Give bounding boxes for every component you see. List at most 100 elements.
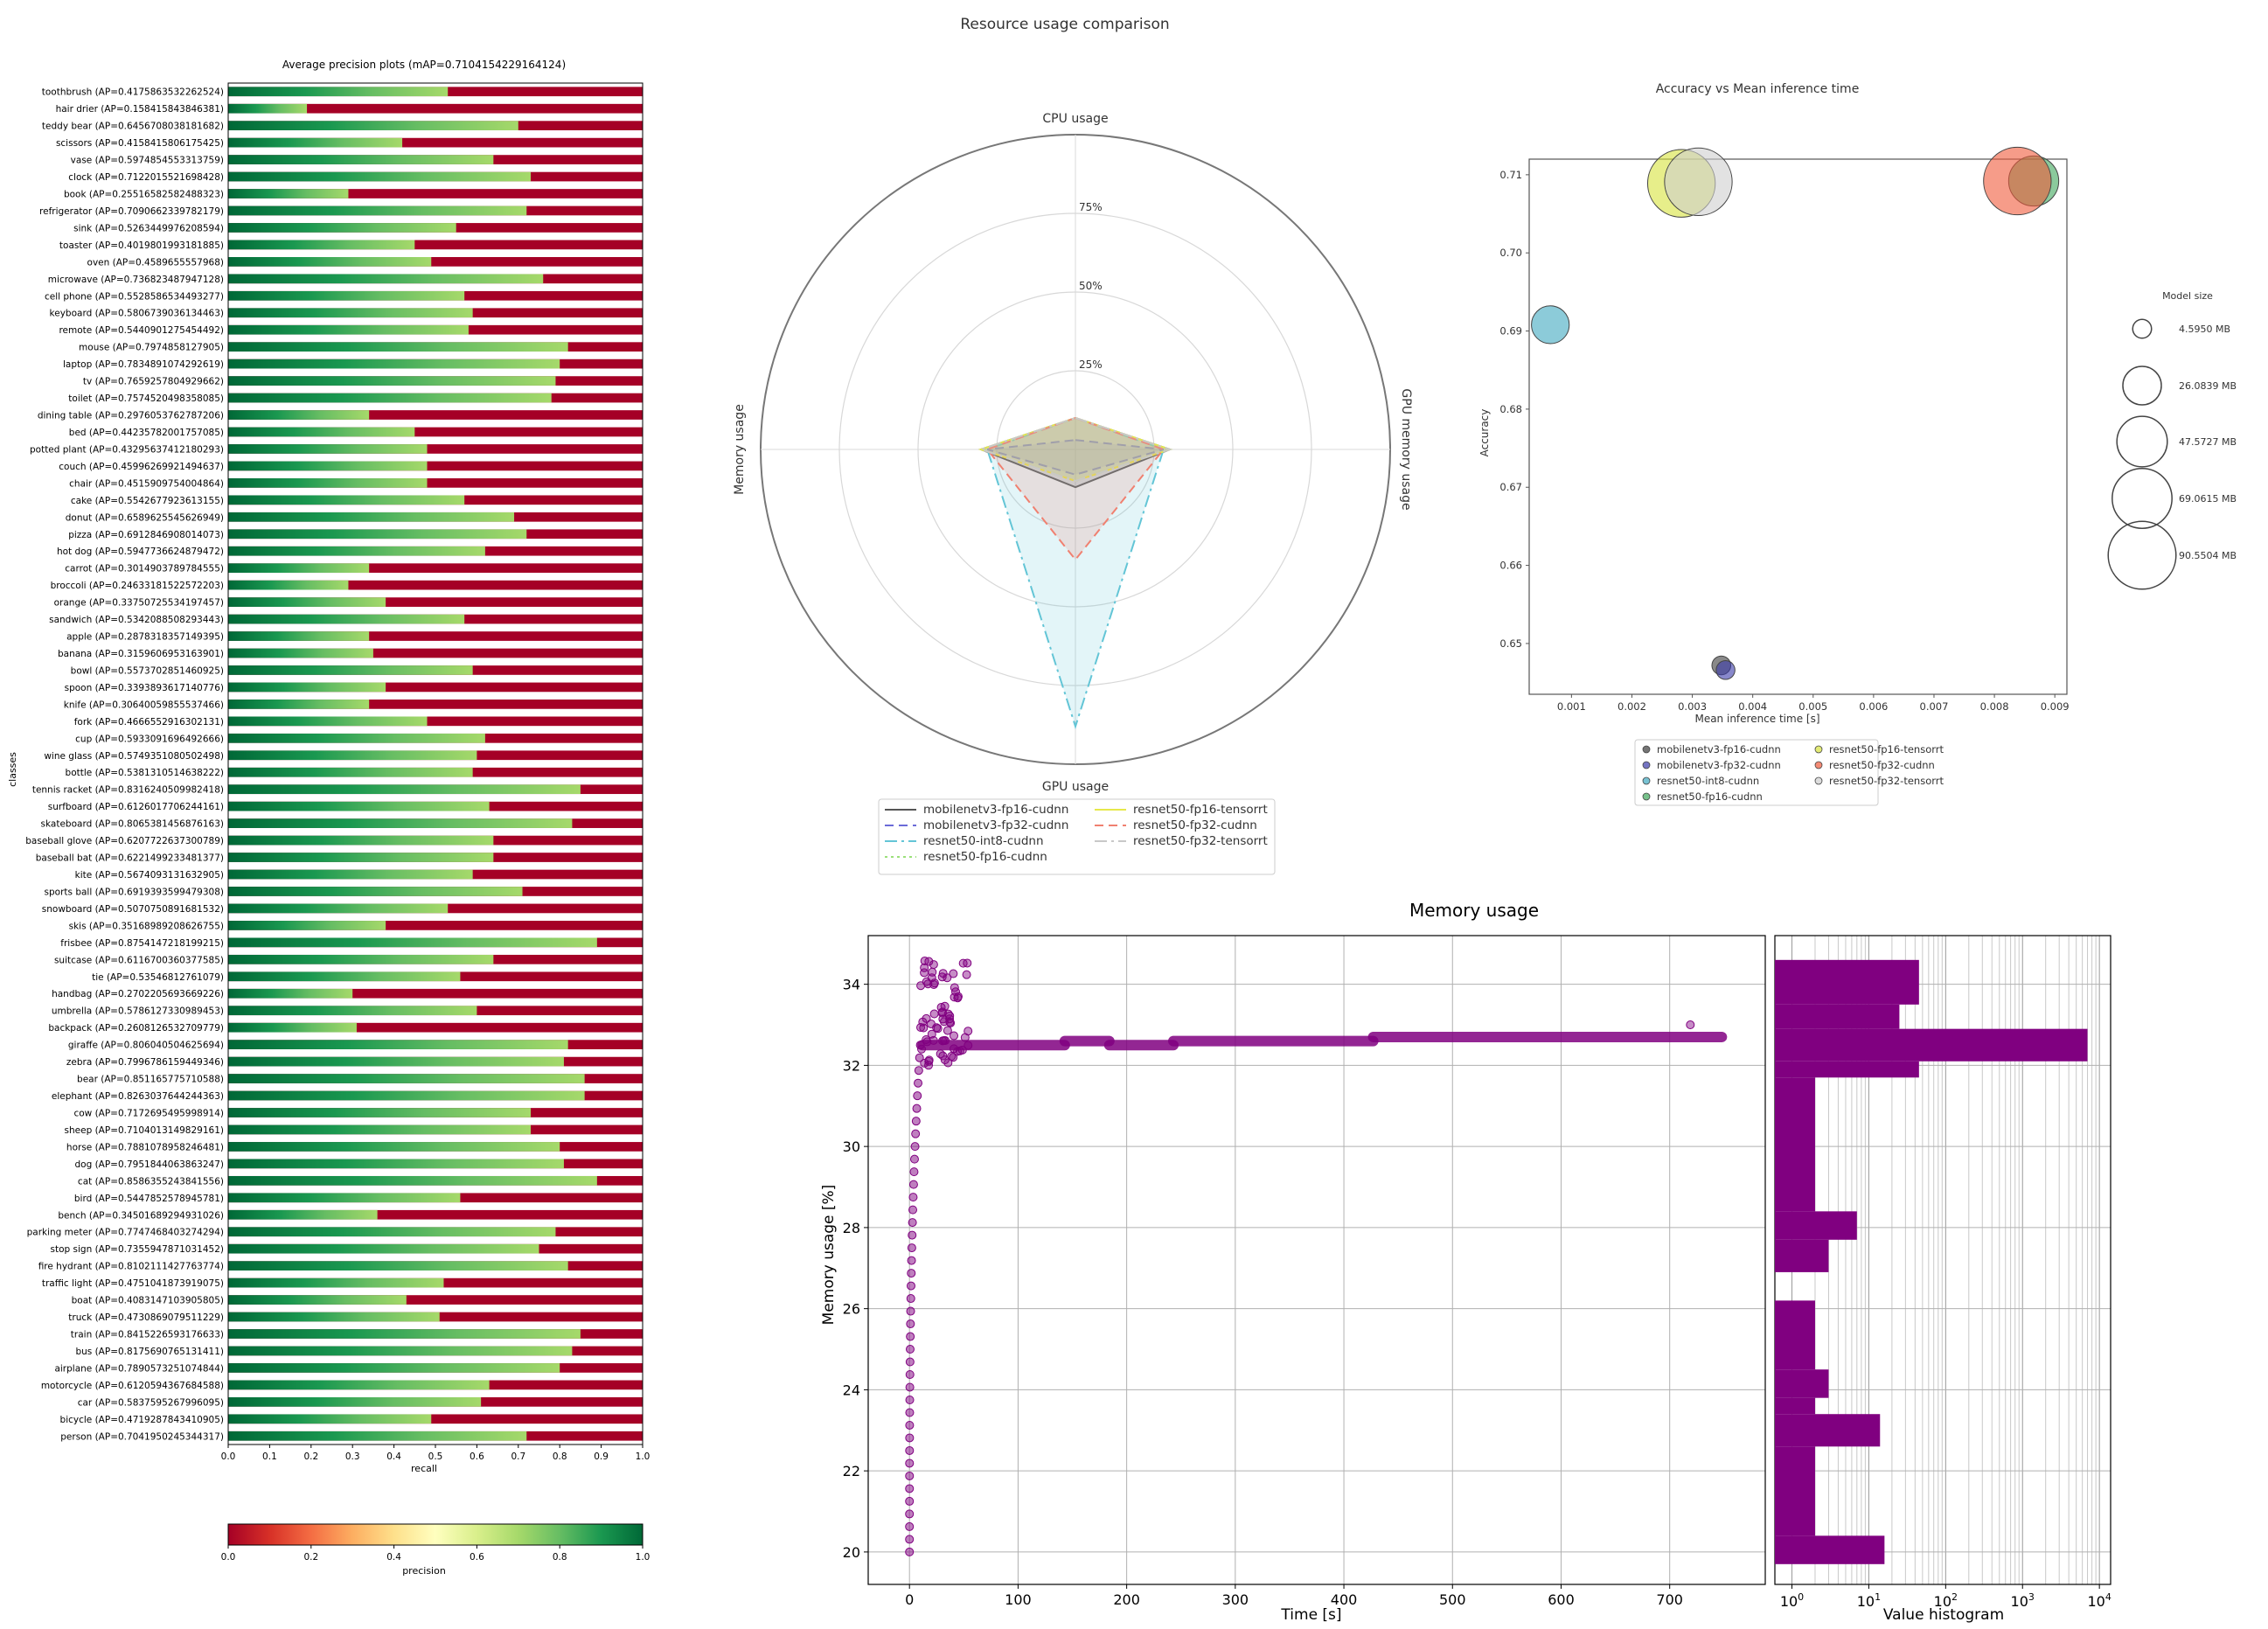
radar-legend-frame xyxy=(878,798,1276,875)
memory-point xyxy=(914,1078,923,1088)
tick-base: 10 xyxy=(1780,1593,1798,1610)
ap-class-label: truck (AP=0.4730869079511229) xyxy=(68,1312,224,1323)
memory-point xyxy=(927,973,936,983)
memory-axes-frame xyxy=(867,935,1766,1585)
memory-y-tick-label: 20 xyxy=(843,1544,860,1561)
memory-point xyxy=(906,1281,915,1291)
accuracy-legend-marker xyxy=(1642,745,1651,754)
accuracy-y-tick-label: 0.71 xyxy=(1499,169,1522,181)
accuracy-legend-marker xyxy=(1814,761,1823,769)
ap-bar xyxy=(228,903,449,914)
memory-point xyxy=(906,1332,915,1341)
memory-y-tick-label: 34 xyxy=(843,977,860,993)
ap-class-label: toilet (AP=0.7574520498358085) xyxy=(68,393,224,404)
radar-grid: 25% 50% 75% xyxy=(760,134,1391,765)
ap-class-label: sports ball (AP=0.6919393599479308) xyxy=(45,887,224,897)
ap-bar-background xyxy=(228,631,643,641)
radar-axis-labels: CPU usage GPU memory usage GPU usage Memory… xyxy=(733,112,1413,794)
accuracy-legend-label: resnet50-fp32-cudnn xyxy=(1829,759,1935,771)
size-legend-circle xyxy=(2116,415,2168,468)
memory-point xyxy=(913,1091,922,1101)
memory-point xyxy=(905,1496,915,1506)
ap-bar xyxy=(228,1295,407,1305)
memory-point xyxy=(949,969,958,978)
ap-class-label: bear (AP=0.8511657757105​88) xyxy=(77,1075,224,1085)
histogram-bar xyxy=(1775,1077,1815,1212)
ap-class-label: laptop (AP=0.7834891074292619) xyxy=(63,359,224,370)
ap-bar-background xyxy=(228,103,643,114)
ap-bar xyxy=(228,1193,461,1203)
memory-point xyxy=(911,1117,921,1126)
ap-bar xyxy=(228,597,386,607)
histogram-bar xyxy=(1775,1414,1881,1447)
accuracy-y-tick-label: 0.66 xyxy=(1499,560,1522,572)
ap-bar xyxy=(228,1040,568,1049)
ap-class-label: banana (AP=0.3159606953163901) xyxy=(58,649,224,659)
size-legend-circle xyxy=(2132,318,2153,339)
ap-bar xyxy=(228,1414,432,1424)
ap-bar-background xyxy=(228,648,643,658)
ap-class-label: boat (AP=0.4083147103905805) xyxy=(72,1296,224,1306)
ap-class-label: zebra (AP=0.7996786159449346) xyxy=(66,1057,224,1068)
ap-bar xyxy=(228,1312,440,1322)
radar-legend-label: resnet50-int8-cudnn xyxy=(923,834,1044,848)
ap-class-label: umbrella (AP=0.5786127330989453) xyxy=(52,1006,224,1017)
radar-legend-label: resnet50-fp16-tensorrt xyxy=(1133,803,1268,817)
memory-y-tick-label: 30 xyxy=(843,1138,860,1155)
memory-point xyxy=(905,1547,915,1556)
ap-class-label: sandwich (AP=0.5342088508293443) xyxy=(49,615,224,625)
memory-point xyxy=(909,1167,919,1177)
ap-class-label: cake (AP=0.5542677923613155) xyxy=(71,496,224,506)
ap-x-tick-label: 0.9 xyxy=(594,1451,609,1462)
ap-class-label: orange (AP=0.3375072553419745​7) xyxy=(54,598,224,609)
ap-bar xyxy=(228,887,523,896)
memory-point xyxy=(955,1046,964,1055)
histogram-bar xyxy=(1775,959,1919,1005)
ap-bar xyxy=(228,988,353,999)
ap-bar-background xyxy=(228,1414,643,1424)
size-legend-title: Model size xyxy=(2162,290,2213,302)
memory-point xyxy=(905,1471,915,1480)
memory-y-tick-label: 24 xyxy=(843,1382,860,1398)
ap-chart-title: Average precision plots (mAP=0.710415422… xyxy=(282,59,566,71)
ap-class-label: traffic light (AP=0.4751041873919075) xyxy=(42,1278,224,1289)
ap-class-label: bottle (AP=0.5381310514638222) xyxy=(66,768,224,778)
ap-class-label: bench (AP=0.3450168929493102​6) xyxy=(58,1210,224,1221)
tick-base: 10 xyxy=(2011,1593,2028,1610)
histogram-x-axis-label: Value histogram xyxy=(1883,1606,2004,1624)
ap-bar xyxy=(228,835,494,846)
memory-point xyxy=(915,1053,924,1062)
ap-bar xyxy=(228,546,485,556)
ap-class-label: couch (AP=0.4599626992149463​7) xyxy=(59,462,224,472)
ap-class-label: cat (AP=0.8586355243841556) xyxy=(78,1176,224,1187)
accuracy-x-tick-label: 0.002 xyxy=(1618,700,1646,713)
memory-point xyxy=(914,1066,923,1076)
ap-x-ticks: 0.0 0.1 0.2 0.3 0.4 0.5 0.6 0.7 0.8 0.9 1.0 xyxy=(221,1445,650,1462)
ap-class-label: bicycle (AP=0.4719287843410905) xyxy=(60,1415,224,1425)
memory-point xyxy=(939,1017,949,1027)
memory-point xyxy=(911,1129,921,1138)
tick-base: 10 xyxy=(2087,1593,2105,1610)
histogram-bar xyxy=(1775,1397,1815,1415)
ap-bar xyxy=(228,1090,585,1101)
ap-x-tick-label: 1.0 xyxy=(636,1451,650,1462)
ap-class-label: baseball bat (AP=0.6221499233481377) xyxy=(36,853,224,864)
ap-class-label: spoon (AP=0.3393893617140776) xyxy=(65,683,224,693)
tick-base: 10 xyxy=(1857,1593,1875,1610)
histogram-x-tick-label: 103 xyxy=(2011,1591,2035,1610)
ap-class-label: handbag (AP=0.2702205693669226) xyxy=(52,989,224,999)
ap-bar xyxy=(228,240,415,250)
memory-point xyxy=(905,1433,915,1443)
memory-point xyxy=(908,1205,918,1215)
memory-point xyxy=(905,1420,915,1430)
memory-x-tick-label: 600 xyxy=(1548,1591,1575,1608)
memory-point xyxy=(916,1023,926,1033)
ap-class-label: person (AP=0.7041950245344317) xyxy=(60,1431,224,1442)
size-legend-label: 4.5950 MB xyxy=(2179,324,2230,335)
memory-point xyxy=(905,1345,915,1354)
memory-point xyxy=(905,1382,915,1392)
radar-legend: mobilenetv3-fp16-cudnnmobilenetv3-fp32-c… xyxy=(878,798,1276,875)
ap-bar xyxy=(228,921,386,930)
size-legend-circle xyxy=(2122,365,2162,406)
memory-point xyxy=(905,1357,915,1367)
